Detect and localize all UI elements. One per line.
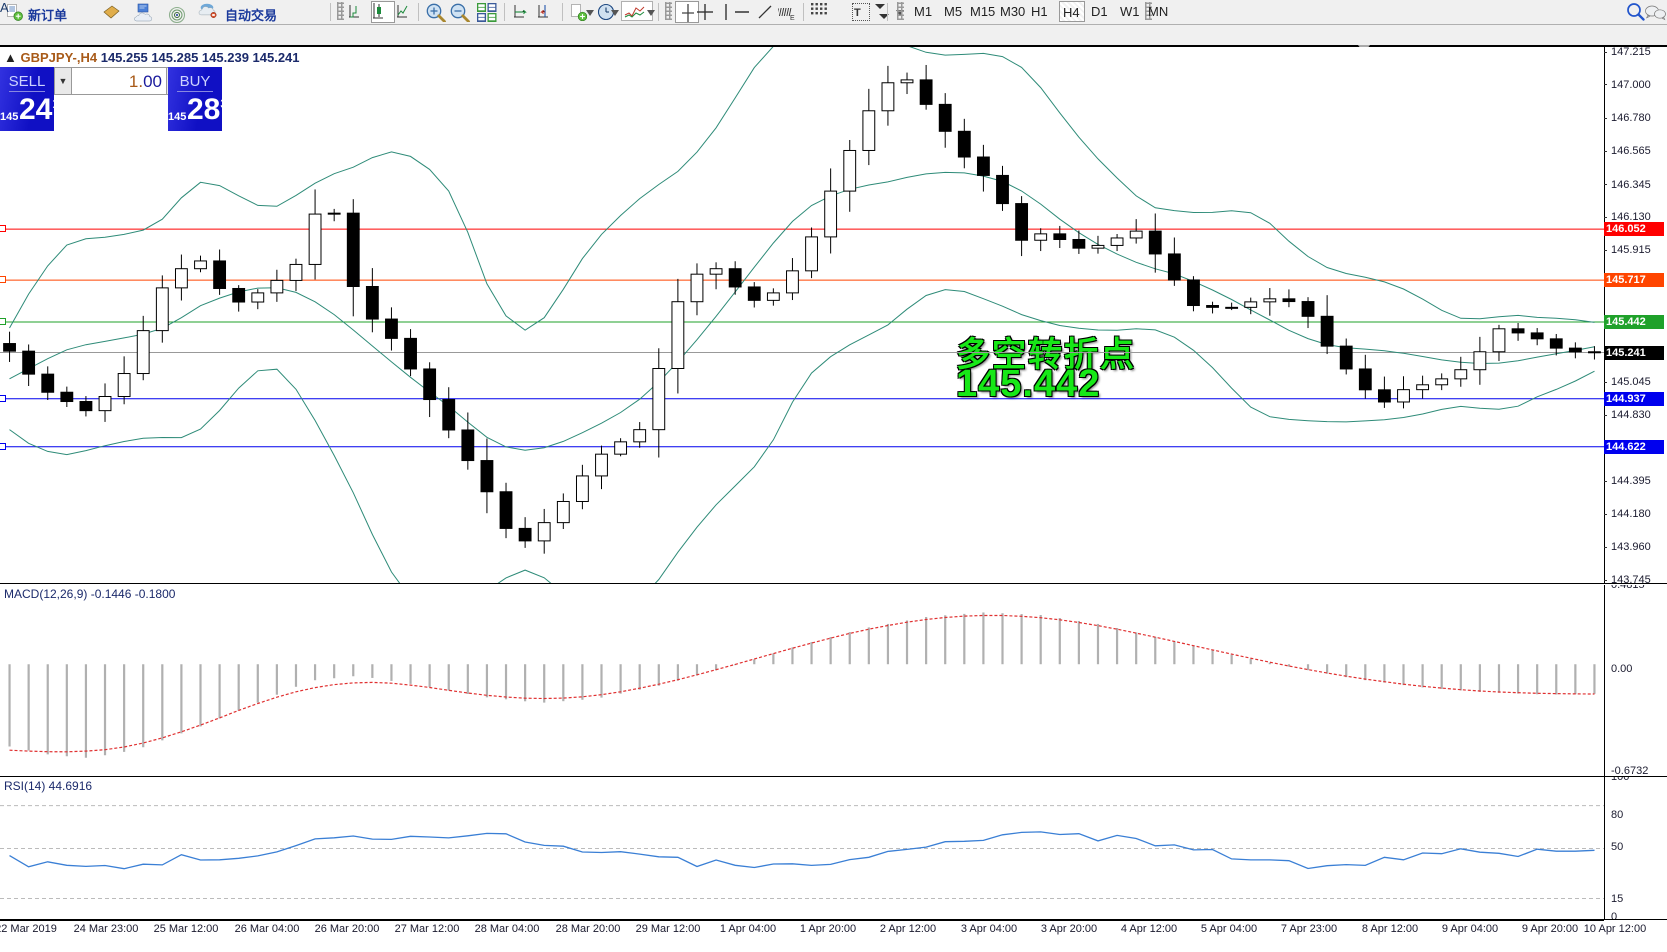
svg-text:E: E xyxy=(790,15,795,21)
svg-text:T: T xyxy=(854,7,861,19)
